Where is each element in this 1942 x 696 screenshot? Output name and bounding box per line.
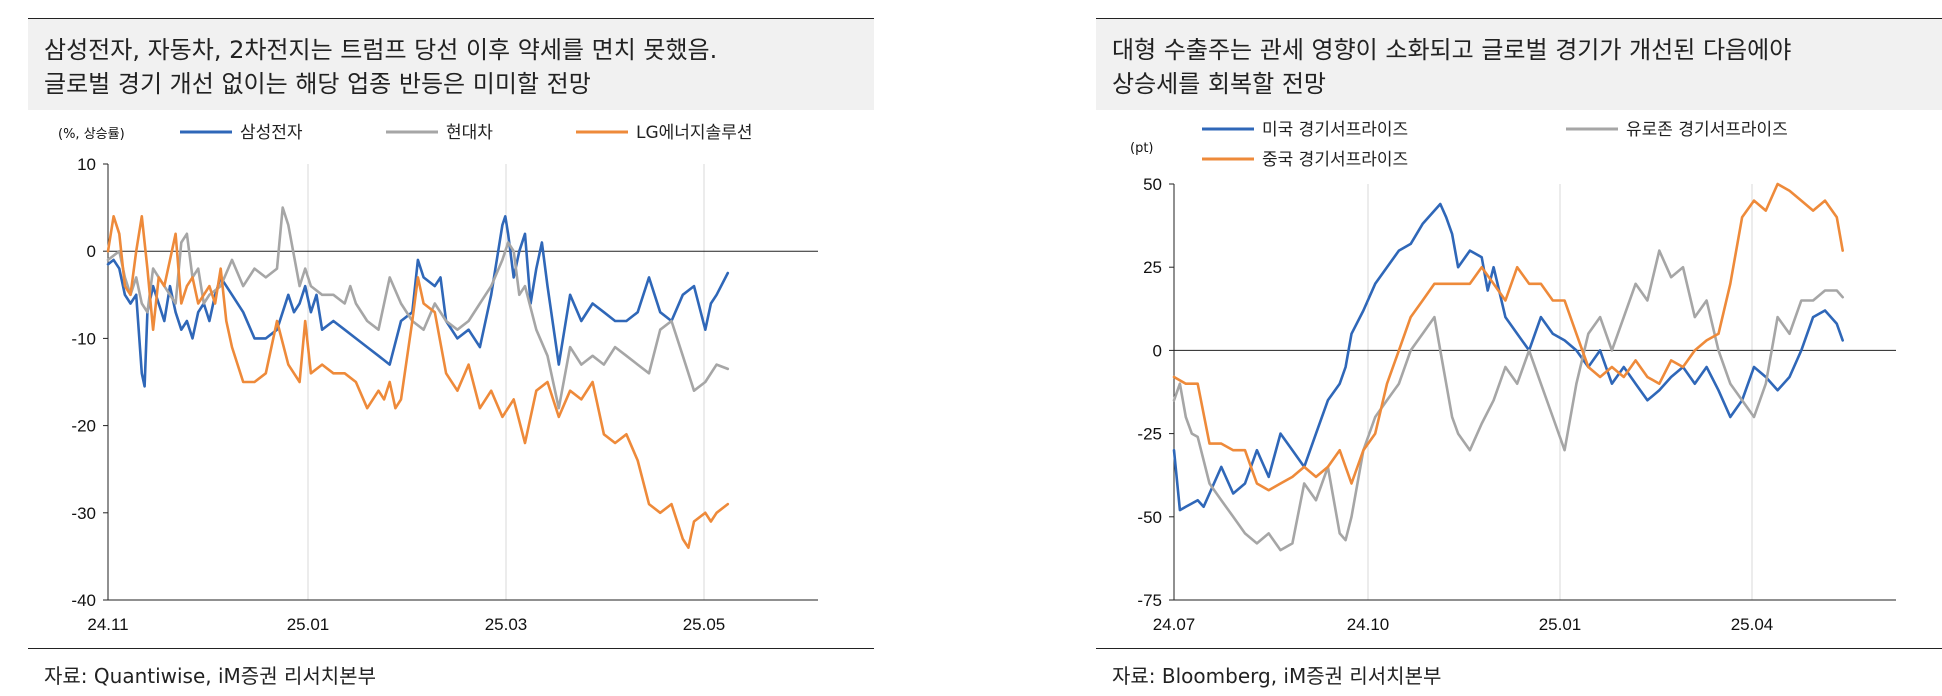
right-source-note: 자료: Bloomberg, iM증권 리서치본부 [1112, 664, 1442, 688]
left-legend-label-samsung: 삼성전자 [240, 123, 303, 143]
right-x-tick-label: 24.07 [1153, 615, 1196, 634]
left-legend-label-hyundai: 현대차 [446, 123, 493, 143]
left-series-line-hyundai [106, 206, 730, 410]
right-y-unit-label: (pt) [1130, 141, 1154, 156]
right-chart-title-line-1: 대형 수출주는 관세 영향이 소화되고 글로벌 경기가 개선된 다음에야 [1112, 36, 1792, 64]
left-y-tick-label: 0 [87, 242, 96, 261]
right-y-tick-label: 50 [1143, 175, 1162, 194]
right-chart-title-line-2: 상승세를 회복할 전망 [1112, 70, 1326, 98]
right-x-tick-label: 25.04 [1731, 615, 1774, 634]
right-y-tick-label: -50 [1137, 508, 1162, 527]
right-y-tick-label: 0 [1153, 341, 1162, 360]
left-y-tick-label: -30 [71, 504, 96, 523]
right-legend-label-euro: 유로존 경기서프라이즈 [1626, 120, 1788, 140]
right-x-tick-label: 25.01 [1539, 615, 1582, 634]
right-chart-panel: 대형 수출주는 관세 영향이 소화되고 글로벌 경기가 개선된 다음에야 상승세… [1096, 0, 1942, 696]
left-chart-title-box: 삼성전자, 자동차, 2차전지는 트럼프 당선 이후 약세를 면치 못했음. 글… [28, 18, 874, 110]
left-y-tick-label: -10 [71, 329, 96, 348]
right-legend-label-china: 중국 경기서프라이즈 [1262, 150, 1408, 170]
right-series-line-euro [1172, 249, 1845, 552]
left-chart-title-line-1: 삼성전자, 자동차, 2차전지는 트럼프 당선 이후 약세를 면치 못했음. [44, 36, 718, 64]
left-y-tick-label: 10 [77, 155, 96, 174]
left-series-line-samsung [106, 215, 730, 388]
right-bottom-rule [1096, 648, 1942, 649]
right-series-line-china [1172, 182, 1845, 492]
right-line-chart: 50 25 0 -25 -50 -75 24.07 24.10 25.01 25.04 (pt) 미국… [1130, 120, 1896, 634]
left-series-line-lg [106, 215, 730, 550]
left-x-tick-label: 25.01 [287, 615, 330, 634]
left-line-chart: 10 0 -10 -20 -30 -40 24.11 25.01 25.03 25.05 (%, 상… [58, 123, 818, 634]
left-legend-label-lg: LG에너지솔루션 [636, 123, 752, 143]
left-source-note: 자료: Quantiwise, iM증권 리서치본부 [44, 664, 376, 688]
left-bottom-rule [28, 648, 874, 649]
right-y-tick-label: -25 [1137, 425, 1162, 444]
right-y-tick-label: -75 [1137, 591, 1162, 610]
left-x-tick-label: 24.11 [87, 615, 128, 634]
right-x-tick-label: 24.10 [1347, 615, 1390, 634]
left-y-tick-label: -40 [71, 591, 96, 610]
left-chart-panel: 삼성전자, 자동차, 2차전지는 트럼프 당선 이후 약세를 면치 못했음. 글… [28, 0, 874, 696]
left-chart-title-line-2: 글로벌 경기 개선 없이는 해당 업종 반등은 미미할 전망 [44, 70, 591, 98]
right-y-tick-label: 25 [1143, 258, 1162, 277]
right-chart-title-box: 대형 수출주는 관세 영향이 소화되고 글로벌 경기가 개선된 다음에야 상승세… [1096, 18, 1942, 110]
left-x-tick-label: 25.05 [683, 615, 726, 634]
right-legend-label-us: 미국 경기서프라이즈 [1262, 120, 1408, 140]
right-series-line-us [1172, 202, 1845, 512]
left-x-tick-label: 25.03 [485, 615, 528, 634]
left-y-tick-label: -20 [71, 417, 96, 436]
left-y-unit-label: (%, 상승률) [58, 127, 125, 142]
